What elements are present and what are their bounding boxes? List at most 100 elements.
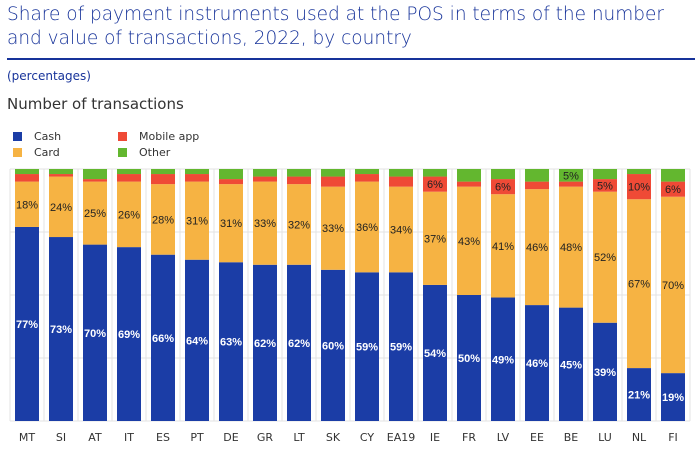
- bar-mobile-app: [287, 176, 311, 185]
- bar-card: [49, 176, 73, 238]
- bar-cash: [151, 254, 175, 421]
- data-label: 50%: [458, 353, 480, 365]
- bar-card: [457, 186, 481, 295]
- data-label: 69%: [118, 329, 140, 341]
- bar-card: [15, 181, 39, 227]
- bar-other: [83, 169, 107, 180]
- x-tick-label: BE: [564, 431, 579, 444]
- data-label: 31%: [186, 216, 208, 228]
- x-tick-label: MT: [19, 431, 35, 444]
- bar-card: [525, 189, 549, 306]
- legend-swatch-card: [13, 148, 22, 157]
- data-label: 33%: [322, 223, 344, 235]
- bar-mobile-app: [151, 174, 175, 185]
- data-label: 63%: [220, 337, 242, 349]
- bar-mobile-app: [389, 176, 413, 187]
- data-label: 62%: [254, 338, 276, 350]
- x-tick-label: CY: [360, 431, 374, 444]
- bar-other: [491, 169, 515, 180]
- bar-card: [423, 191, 447, 285]
- title-divider: [7, 58, 695, 60]
- data-label: 64%: [186, 335, 208, 347]
- bar-other: [321, 169, 345, 177]
- bar-cash: [49, 237, 73, 421]
- data-label: 77%: [16, 319, 38, 331]
- data-label: 54%: [424, 348, 446, 360]
- x-tick-label: SI: [56, 431, 66, 444]
- bar-cash: [661, 373, 685, 421]
- bar-cash: [83, 244, 107, 421]
- x-tick-label: EA19: [387, 431, 415, 444]
- x-tick-label: LT: [293, 431, 305, 444]
- data-label: 28%: [152, 214, 174, 226]
- data-label: 34%: [390, 224, 412, 236]
- x-tick-label: EE: [530, 431, 544, 444]
- data-label: 6%: [665, 184, 681, 196]
- data-label: 46%: [526, 358, 548, 370]
- bar-other: [559, 169, 583, 182]
- bar-other: [287, 169, 311, 177]
- legend-item-mobile-app: Mobile app: [118, 130, 199, 143]
- data-label: 24%: [50, 202, 72, 214]
- bar-mobile-app: [593, 179, 617, 192]
- bar-card: [627, 199, 651, 369]
- x-tick-label: AT: [88, 431, 102, 444]
- bar-mobile-app: [83, 179, 107, 182]
- bar-other: [389, 169, 413, 177]
- chart-subtitle: (percentages): [7, 69, 91, 83]
- x-tick-label: SK: [326, 431, 341, 444]
- bar-mobile-app: [661, 181, 685, 197]
- bar-card: [355, 181, 379, 273]
- bar-card: [219, 184, 243, 263]
- legend-swatch-mobile-app: [118, 132, 127, 141]
- data-label: 66%: [152, 333, 174, 345]
- bar-card: [661, 196, 685, 374]
- x-tick-label: PT: [190, 431, 204, 444]
- bar-other: [219, 169, 243, 180]
- bar-mobile-app: [253, 176, 277, 182]
- bar-other: [253, 169, 277, 177]
- data-label: 60%: [322, 340, 344, 352]
- bar-cash: [117, 247, 141, 421]
- bar-card: [389, 186, 413, 273]
- bar-mobile-app: [321, 176, 345, 187]
- bar-mobile-app: [219, 179, 243, 185]
- x-tick-label: IT: [124, 431, 134, 444]
- bar-cash: [287, 264, 311, 421]
- bar-card: [593, 191, 617, 323]
- data-label: 5%: [597, 180, 613, 192]
- bar-mobile-app: [491, 179, 515, 195]
- data-label: 45%: [560, 359, 582, 371]
- data-label: 70%: [84, 328, 106, 340]
- legend-item-card: Card: [13, 146, 60, 159]
- data-label: 33%: [254, 218, 276, 230]
- data-label: 6%: [495, 182, 511, 194]
- bar-mobile-app: [15, 174, 39, 182]
- panel-title: Number of transactions: [7, 95, 184, 113]
- x-tick-label: NL: [632, 431, 647, 444]
- bar-other: [457, 169, 481, 182]
- data-label: 19%: [662, 392, 684, 404]
- x-tick-label: LU: [598, 431, 612, 444]
- data-label: 48%: [560, 242, 582, 254]
- bar-other: [627, 169, 651, 175]
- data-label: 62%: [288, 338, 310, 350]
- bar-mobile-app: [627, 174, 651, 200]
- bar-mobile-app: [457, 181, 481, 187]
- data-label: 21%: [628, 390, 650, 402]
- legend-label: Cash: [34, 130, 62, 143]
- data-label: 70%: [662, 280, 684, 292]
- bar-other: [423, 169, 447, 177]
- data-label: 46%: [526, 242, 548, 254]
- bar-other: [593, 169, 617, 180]
- bar-cash: [253, 264, 277, 421]
- data-label: 10%: [628, 182, 650, 194]
- bar-card: [117, 181, 141, 248]
- bar-cash: [15, 226, 39, 421]
- legend-item-cash: Cash: [13, 130, 61, 143]
- bar-mobile-app: [423, 176, 447, 192]
- legend-label: Card: [34, 146, 60, 159]
- legend-swatch-other: [118, 148, 127, 157]
- legend-label: Mobile app: [139, 130, 200, 143]
